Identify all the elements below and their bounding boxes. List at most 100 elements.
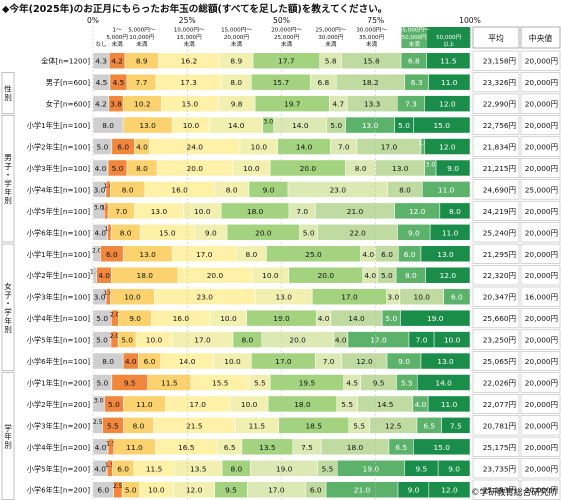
data-label: 5.5 — [401, 378, 413, 387]
data-label: 15.0 — [159, 228, 176, 237]
data-label: 8.0 — [102, 121, 114, 130]
data-label: 11.0 — [441, 78, 458, 87]
data-label: 5.0 — [385, 314, 397, 323]
legend-label: 50,000円 — [436, 34, 462, 41]
row-label: 小学4年生[n=100] — [27, 314, 90, 323]
data-label: 6.5 — [423, 421, 435, 430]
median-cell — [520, 286, 561, 307]
data-label: 9.5 — [373, 378, 385, 387]
data-label: 23.0 — [197, 293, 214, 302]
data-label: 15.0 — [182, 100, 199, 109]
median-value: 20,000円 — [525, 336, 558, 345]
row-label: 小学6年生[n=100] — [27, 357, 90, 366]
data-label: 20.0 — [289, 336, 306, 345]
group-label-char: 学 — [4, 423, 12, 433]
data-label: 10.0 — [183, 121, 200, 130]
data-label: 14.0 — [179, 357, 196, 366]
data-label: 5.0 — [96, 314, 108, 323]
data-label: 6.0 — [117, 143, 129, 152]
data-label: 9.0 — [205, 228, 217, 237]
legend-label: 未満 — [281, 40, 293, 48]
data-label: 3.0 — [425, 161, 435, 168]
data-label: 18.0 — [347, 443, 364, 452]
median-value: 20,000円 — [525, 100, 558, 109]
data-label: 1.0 — [101, 204, 111, 211]
data-label: 13.0 — [139, 121, 156, 130]
mean-value: 25,240円 — [483, 228, 516, 237]
median-value: 25,000円 — [525, 185, 558, 194]
data-label: 6.5 — [224, 443, 236, 452]
data-label: 1.0 — [418, 140, 428, 147]
median-cell — [520, 243, 561, 264]
data-label: 15.7 — [273, 78, 290, 87]
data-label: 4.0 — [362, 250, 374, 259]
data-label: 13.0 — [151, 207, 168, 216]
data-label: 11.0 — [441, 400, 458, 409]
data-label: 6.0 — [310, 486, 322, 495]
median-cell — [520, 436, 561, 457]
data-label: 9.8 — [231, 100, 243, 109]
mean-value: 21,834円 — [483, 143, 516, 152]
legend-swatch — [401, 27, 428, 48]
data-label: 5.0 — [381, 271, 393, 280]
mean-value: 25,153円 — [483, 486, 516, 495]
row-label: 小学4年生[n=200] — [27, 443, 90, 452]
x-tick-label: 25% — [179, 16, 196, 25]
bar-segment — [420, 245, 471, 263]
mean-cell — [472, 372, 520, 393]
row-label: 小学6年生[n=100] — [27, 228, 90, 237]
data-label: 13.3 — [364, 100, 381, 109]
data-label: 18.0 — [137, 271, 154, 280]
data-label: 12.5 — [385, 421, 402, 430]
data-label: 4.0 — [415, 400, 427, 409]
data-label: 10.0 — [444, 336, 461, 345]
data-label: 6.0 — [106, 250, 118, 259]
data-label: 20.0 — [255, 228, 272, 237]
data-label: 9.0 — [263, 185, 275, 194]
mean-value: 24,219円 — [483, 207, 516, 216]
data-label: 12.0 — [356, 357, 373, 366]
data-label: 13.0 — [437, 357, 454, 366]
mean-cell — [472, 436, 520, 457]
mean-value: 25,065円 — [483, 357, 516, 366]
mean-cell — [472, 136, 520, 157]
legend-label: 20,000円 — [224, 34, 250, 41]
data-label: 9.0 — [408, 228, 420, 237]
legend-label: 5,000円～ — [128, 27, 156, 34]
data-label: 2.0 — [110, 312, 120, 319]
copyright-credit: ©学研教育総合研究所 — [471, 488, 557, 498]
data-label: 10.0 — [243, 164, 260, 173]
legend-label: 未満 — [112, 40, 124, 48]
x-tick-label: 50% — [273, 16, 290, 25]
data-label: 7.0 — [115, 207, 127, 216]
mean-cell — [472, 200, 520, 221]
data-label: 5.0 — [97, 378, 109, 387]
data-label: 13.0 — [392, 164, 409, 173]
data-label: 16.0 — [171, 185, 188, 194]
data-label: 15.8 — [363, 57, 380, 66]
data-label: 6.8 — [408, 57, 420, 66]
data-label: 3.0 — [94, 293, 106, 302]
data-label: 4.5 — [113, 78, 125, 87]
bar-segment — [428, 481, 471, 498]
mean-value: 25,660円 — [483, 314, 516, 323]
row-label: 小学1年生[n=100] — [27, 250, 90, 259]
data-label: 8.0 — [245, 250, 257, 259]
median-value: 20,000円 — [525, 378, 558, 387]
row-label: 小学3年生[n=100] — [27, 164, 90, 173]
data-label: 1.5 — [105, 462, 115, 469]
data-label: 6.0 — [144, 357, 156, 366]
bar-segment — [441, 417, 471, 434]
group-label-char: 学 — [4, 307, 12, 317]
data-label: 19.0 — [276, 464, 293, 473]
mean-header-box — [472, 26, 520, 49]
row-label: 小学5年生[n=200] — [27, 464, 90, 473]
mean-cell — [472, 458, 520, 479]
data-label: 19.0 — [363, 464, 380, 473]
data-label: 6.3 — [411, 78, 423, 87]
row-label: 小学5年生[n=100] — [27, 336, 90, 345]
data-label: 10.0 — [124, 293, 141, 302]
data-label: 12.0 — [409, 207, 426, 216]
data-label: 9.5 — [225, 486, 237, 495]
legend-label: 30,000円 — [318, 34, 344, 41]
